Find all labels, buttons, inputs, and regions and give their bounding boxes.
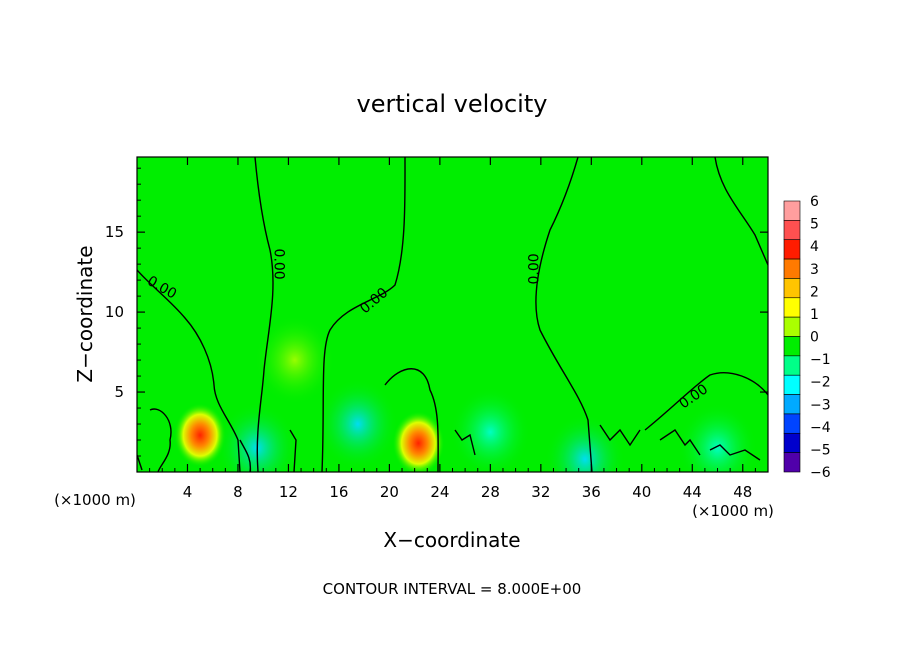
contour-line xyxy=(644,372,768,431)
x-tick-label-8: 8 xyxy=(233,483,243,501)
field-feature-2 xyxy=(254,315,335,406)
field-feature-5 xyxy=(450,387,531,472)
x-tick-label-32: 32 xyxy=(531,483,550,501)
field-feature-3 xyxy=(317,379,398,470)
x-axis-label: X−coordinate xyxy=(383,528,520,552)
y-tick-label-10: 10 xyxy=(105,303,124,321)
x-tick-label-28: 28 xyxy=(481,483,500,501)
colorbar-swatch-8 xyxy=(783,355,801,376)
colorbar-label-12: −6 xyxy=(810,465,831,481)
colorbar-label-0: 6 xyxy=(810,194,819,210)
colorbar-label-4: 2 xyxy=(810,284,819,300)
x-tick-label-16: 16 xyxy=(329,483,348,501)
x-unit-right: (×1000 m) xyxy=(692,502,774,520)
colorbar-swatch-4 xyxy=(783,278,801,299)
contour-label-3: 0.00 xyxy=(526,253,542,284)
y-axis-label: Z−coordinate xyxy=(73,245,97,382)
colorbar-swatch-1 xyxy=(783,220,801,241)
colorbar-swatch-13 xyxy=(783,452,801,473)
feature-layer xyxy=(174,315,758,472)
colorbar-label-8: −2 xyxy=(810,375,831,391)
contour-line xyxy=(137,408,761,472)
colorbar-label-11: −5 xyxy=(810,442,831,458)
contour-lines xyxy=(137,157,768,472)
colorbar-label-3: 3 xyxy=(810,262,819,278)
colorbar-label-1: 5 xyxy=(810,217,819,233)
contour-line xyxy=(535,157,593,472)
colorbar-swatch-2 xyxy=(783,239,801,260)
colorbar-swatch-11 xyxy=(783,413,801,434)
colorbar-label-7: −1 xyxy=(810,352,831,368)
field-feature-7 xyxy=(677,403,758,472)
colorbar-label-2: 4 xyxy=(810,239,819,255)
x-tick-label-36: 36 xyxy=(582,483,601,501)
contour-interval-note: CONTOUR INTERVAL = 8.000E+00 xyxy=(323,580,582,598)
x-tick-label-4: 4 xyxy=(183,483,193,501)
contour-line xyxy=(254,157,274,472)
y-axis: 5 10 15 xyxy=(105,167,768,457)
colorbar-swatch-5 xyxy=(783,297,801,318)
chart-title: vertical velocity xyxy=(357,90,548,118)
contour-label-1: 0.00 xyxy=(271,249,287,280)
x-tick-label-24: 24 xyxy=(430,483,449,501)
colorbar-label-5: 1 xyxy=(810,307,819,323)
colorbar-swatch-12 xyxy=(783,432,801,453)
contour-line xyxy=(321,157,406,472)
x-axis: 4 8 12 16 20 24 28 32 36 40 44 48 xyxy=(149,157,756,501)
x-unit-left: (×1000 m) xyxy=(54,491,136,509)
colorbar-label-9: −3 xyxy=(810,397,831,413)
colorbar-swatch-7 xyxy=(783,336,801,357)
colorbar-swatch-9 xyxy=(783,374,801,395)
x-tick-label-44: 44 xyxy=(683,483,702,501)
colorbar-label-10: −4 xyxy=(810,420,831,436)
x-tick-label-48: 48 xyxy=(733,483,752,501)
field-feature-0 xyxy=(174,403,227,468)
colorbar-swatch-0 xyxy=(783,200,801,221)
colorbar-swatch-6 xyxy=(783,316,801,337)
contour-line xyxy=(714,157,768,266)
x-tick-label-20: 20 xyxy=(380,483,399,501)
contour-line xyxy=(384,368,439,472)
colorbar-swatch-10 xyxy=(783,394,801,415)
field-feature-6 xyxy=(545,414,625,472)
field-feature-1 xyxy=(392,411,445,472)
y-tick-label-15: 15 xyxy=(105,223,124,241)
plot-area: 0.000.000.000.000.00 xyxy=(137,157,768,472)
x-tick-label-40: 40 xyxy=(632,483,651,501)
y-tick-label-5: 5 xyxy=(114,383,124,401)
colorbar-label-6: 0 xyxy=(810,330,819,346)
colorbar: 6 5 4 3 2 1 0 −1 −2 −3 −4 −5 −6 xyxy=(783,194,831,481)
contour-line xyxy=(137,269,241,472)
colorbar-swatch-3 xyxy=(783,258,801,279)
x-tick-label-12: 12 xyxy=(279,483,298,501)
